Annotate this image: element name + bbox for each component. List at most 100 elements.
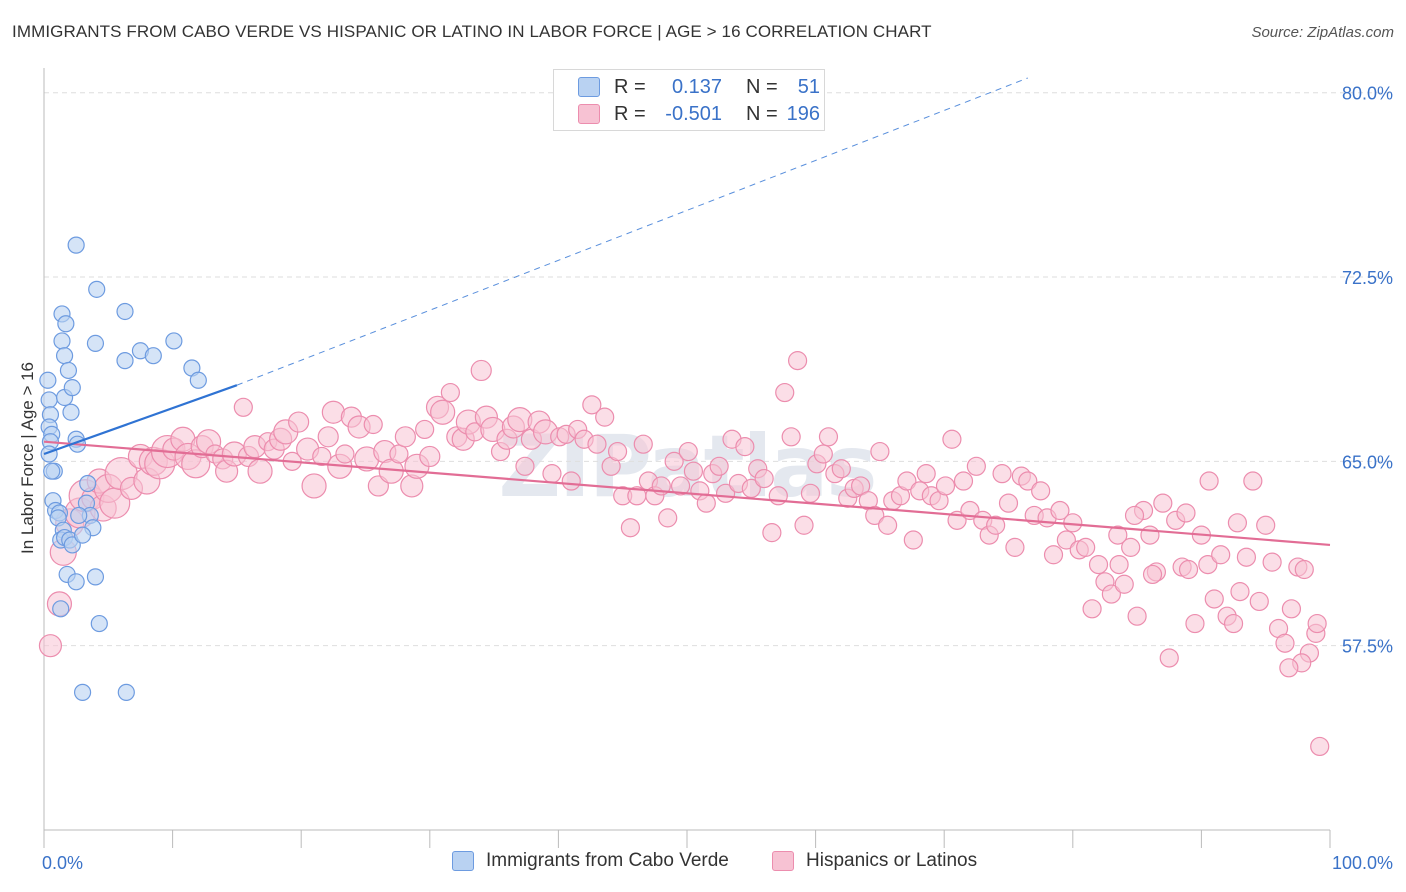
data-point-hispanic: [986, 515, 1006, 535]
data-point-hispanic: [754, 468, 774, 489]
data-point-hispanic: [288, 411, 310, 433]
data-point-cabo-verde: [73, 683, 92, 701]
data-point-cabo-verde: [165, 332, 183, 350]
data-point-hispanic: [897, 471, 917, 491]
data-point-hispanic: [394, 426, 416, 448]
data-point-cabo-verde: [88, 280, 106, 298]
data-point-cabo-verde: [55, 347, 74, 365]
data-point-cabo-verde: [116, 302, 134, 321]
data-point-hispanic: [878, 515, 898, 535]
data-point-hispanic: [1294, 559, 1314, 580]
data-point-hispanic: [1211, 545, 1231, 565]
y-tick-label: 80.0%: [1342, 84, 1393, 104]
data-point-hispanic: [321, 400, 345, 424]
y-axis-label: In Labor Force | Age > 16: [18, 361, 37, 555]
data-point-hispanic: [419, 445, 441, 468]
data-point-hispanic: [709, 456, 729, 476]
data-point-hispanic: [1198, 554, 1218, 575]
data-point-hispanic: [953, 471, 974, 491]
data-point-hispanic: [317, 426, 339, 448]
bottom-legend-swatch-blue: [452, 851, 474, 871]
data-point-cabo-verde: [57, 315, 75, 333]
data-point-hispanic: [389, 444, 409, 464]
data-point-hispanic: [1275, 633, 1295, 653]
data-point-cabo-verde: [144, 347, 162, 365]
data-point-cabo-verde: [117, 683, 135, 701]
data-point-hispanic: [470, 359, 492, 382]
data-point-hispanic: [1243, 471, 1263, 491]
legend-swatch-blue: [578, 77, 600, 97]
data-point-hispanic: [775, 382, 795, 403]
y-tick-label: 72.5%: [1342, 268, 1393, 288]
data-point-hispanic: [678, 441, 698, 462]
trend-line-cabo-verde-extension: [236, 77, 1028, 386]
data-point-cabo-verde: [116, 352, 134, 370]
data-point-hispanic: [992, 464, 1012, 484]
data-point-cabo-verde: [67, 236, 85, 254]
data-point-hispanic: [851, 476, 871, 496]
x-tick-label: 0.0%: [42, 853, 83, 873]
data-point-hispanic: [1249, 591, 1269, 612]
data-point-hispanic: [415, 419, 435, 440]
data-point-hispanic: [1236, 547, 1257, 567]
data-point-hispanic: [1307, 613, 1327, 634]
data-point-hispanic: [1018, 471, 1038, 491]
data-point-cabo-verde: [59, 361, 78, 380]
data-point-hispanic: [1159, 648, 1179, 668]
data-point-hispanic: [1082, 599, 1102, 619]
data-point-hispanic: [1056, 530, 1076, 550]
data-point-hispanic: [1124, 505, 1145, 526]
data-point-hispanic: [440, 382, 460, 403]
legend-row-cabo-verde: R = 0.137 N = 51: [578, 75, 820, 99]
legend-n-label: N =: [746, 102, 778, 125]
data-point-hispanic: [38, 634, 63, 658]
data-point-hispanic: [582, 395, 602, 415]
source-label: Source: ZipAtlas.com: [1251, 24, 1394, 41]
data-point-hispanic: [762, 523, 782, 543]
data-point-hispanic: [1114, 574, 1134, 594]
data-point-hispanic: [800, 483, 821, 503]
data-point-hispanic: [312, 446, 332, 467]
data-point-cabo-verde: [70, 506, 88, 525]
trend-line-hispanic: [43, 440, 1331, 547]
legend-n-label: N =: [746, 75, 778, 98]
data-point-cabo-verde: [90, 614, 108, 633]
data-point-hispanic: [696, 493, 716, 513]
data-point-hispanic: [1005, 537, 1025, 557]
data-point-cabo-verde: [189, 371, 207, 389]
data-point-hispanic: [620, 518, 641, 538]
data-point-hispanic: [430, 399, 456, 425]
data-point-cabo-verde: [39, 371, 57, 389]
legend-row-hispanic: R = -0.501 N = 196: [578, 102, 820, 126]
data-point-cabo-verde: [43, 462, 61, 480]
data-point-hispanic: [1185, 613, 1205, 634]
data-point-hispanic: [1281, 599, 1302, 619]
data-point-hispanic: [363, 414, 383, 435]
legend-r-value: -0.501: [665, 102, 722, 125]
data-point-hispanic: [607, 441, 628, 462]
data-point-hispanic: [1050, 500, 1070, 521]
data-point-hispanic: [1153, 493, 1173, 513]
legend-n-value: 196: [786, 102, 820, 125]
data-point-cabo-verde: [73, 526, 92, 544]
correlation-legend: R = 0.137 N = 51 R = -0.501 N = 196: [553, 69, 825, 131]
legend-r-label: R =: [614, 75, 646, 98]
data-point-cabo-verde: [62, 403, 80, 421]
data-point-hispanic: [735, 437, 755, 457]
bottom-legend-cabo-verde: Immigrants from Cabo Verde: [452, 850, 729, 872]
data-point-hispanic: [794, 515, 814, 535]
data-point-hispanic: [1043, 545, 1064, 565]
data-point-hispanic: [865, 505, 885, 526]
data-point-hispanic: [1140, 525, 1160, 545]
bottom-legend-label: Immigrants from Cabo Verde: [486, 850, 729, 871]
y-tick-label: 65.0%: [1342, 452, 1393, 472]
data-point-hispanic: [903, 530, 923, 550]
series-hispanics-or-latinos: [38, 351, 1330, 757]
data-point-hispanic: [1121, 537, 1141, 557]
data-point-hispanic: [1088, 554, 1109, 575]
data-point-hispanic: [870, 441, 890, 462]
y-tick-label: 57.5%: [1342, 637, 1393, 657]
data-point-hispanic: [1279, 658, 1299, 678]
data-point-hispanic: [561, 471, 581, 491]
